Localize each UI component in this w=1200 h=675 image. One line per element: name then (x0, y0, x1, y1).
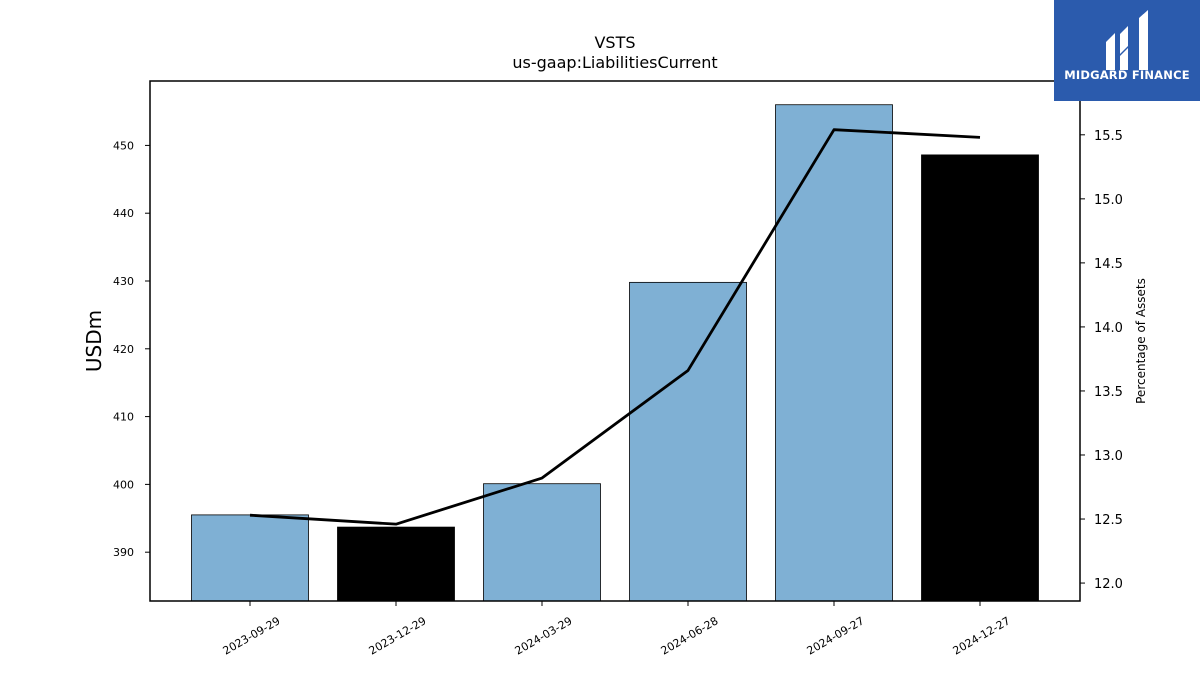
y2-tick-label-13.5: 13.5 (1094, 385, 1123, 400)
bar-2024-06-28 (629, 281, 747, 602)
y2-tick-label-12.0: 12.0 (1094, 577, 1123, 592)
x-tick-label-2024-06-28: 2024-06-28 (659, 614, 721, 657)
y2-tick-label-15.0: 15.0 (1094, 193, 1123, 208)
x-axis: 2023-09-29 2023-12-29 2024-03-29 2024-06-28… (221, 601, 1013, 658)
y-tick-label-420: 420 (113, 343, 134, 356)
bar-2023-12-29 (337, 526, 455, 602)
y-tick-label-450: 450 (113, 139, 134, 152)
x-tick-label-2024-09-27: 2024-09-27 (805, 614, 867, 657)
y-tick-label-410: 410 (113, 411, 134, 424)
bar-2023-09-29 (191, 514, 309, 602)
y2-tick-label-13.0: 13.0 (1094, 449, 1123, 464)
chart-subtitle: us-gaap:LiabilitiesCurrent (512, 53, 717, 72)
y-axis-label: USDm (82, 310, 106, 372)
percentage-line (249, 128, 981, 526)
y-tick-label-400: 400 (113, 478, 134, 491)
x-tick-label-2023-09-29: 2023-09-29 (221, 614, 283, 657)
right-axis: 12.0 12.5 13.0 13.5 14.0 14.5 15.0 15.5 (1080, 129, 1123, 592)
y2-tick-label-15.5: 15.5 (1094, 129, 1123, 144)
logo-text: MIDGARD FINANCE (1064, 68, 1190, 82)
x-tick-label-2023-12-29: 2023-12-29 (367, 614, 429, 657)
y2-tick-label-12.5: 12.5 (1094, 513, 1123, 528)
percentage-line-group (249, 128, 981, 526)
y2-tick-label-14.0: 14.0 (1094, 321, 1123, 336)
bar-2024-03-29 (483, 483, 601, 602)
left-axis: 390 400 410 420 430 440 450 (113, 139, 150, 559)
x-tick-label-2024-03-29: 2024-03-29 (513, 614, 575, 657)
y-tick-label-430: 430 (113, 275, 134, 288)
midgard-finance-logo: MIDGARD FINANCE (1054, 0, 1200, 101)
y-tick-label-440: 440 (113, 207, 134, 220)
x-tick-label-2024-12-27: 2024-12-27 (951, 614, 1013, 657)
bar-group (191, 104, 1039, 602)
bar-2024-09-27 (775, 104, 893, 602)
y2-axis-label: Percentage of Assets (1134, 278, 1148, 404)
plot-frame (149, 80, 1081, 602)
y2-tick-label-14.5: 14.5 (1094, 257, 1123, 272)
y-tick-label-390: 390 (113, 546, 134, 559)
chart-title: VSTS (594, 33, 635, 52)
bar-2024-12-27 (921, 154, 1039, 602)
logo-mark-icon (1106, 10, 1148, 70)
